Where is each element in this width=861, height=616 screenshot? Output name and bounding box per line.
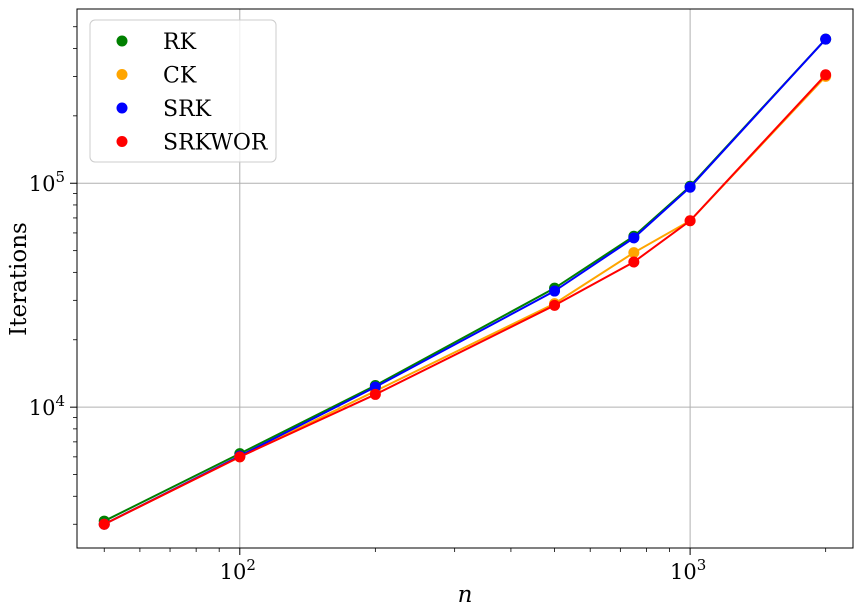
plot-series bbox=[98, 33, 832, 530]
legend-marker-srk bbox=[116, 102, 128, 114]
axis-ticks: 102 103 104 105 bbox=[29, 26, 827, 584]
y-axis-label: Iterations bbox=[6, 222, 32, 336]
legend-box bbox=[89, 19, 277, 163]
data-point-srkwor bbox=[234, 451, 246, 463]
data-point-srkwor bbox=[820, 69, 832, 81]
data-point-srk bbox=[820, 33, 832, 45]
y-tick-label: 105 bbox=[29, 168, 65, 196]
legend: RK CK SRK SRKWOR bbox=[89, 19, 277, 163]
legend-label-srkwor: SRKWOR bbox=[163, 131, 269, 156]
plot-frame bbox=[76, 8, 854, 549]
legend-label-ck: CK bbox=[163, 64, 197, 89]
y-tick-label: 104 bbox=[29, 392, 65, 420]
legend-marker-rk bbox=[116, 35, 128, 47]
x-tick-label: 103 bbox=[670, 556, 706, 584]
data-point-srk bbox=[549, 285, 561, 297]
legend-items: RK CK SRK SRKWOR bbox=[116, 30, 269, 156]
data-point-srkwor bbox=[628, 256, 640, 268]
x-tick-label: 102 bbox=[220, 556, 256, 584]
data-point-srkwor bbox=[369, 388, 381, 400]
data-point-srkwor bbox=[549, 299, 561, 311]
data-point-srk bbox=[628, 232, 640, 244]
data-point-srkwor bbox=[684, 215, 696, 227]
series-srkwor bbox=[98, 69, 832, 530]
legend-marker-ck bbox=[116, 69, 128, 80]
legend-label-srk: SRK bbox=[163, 97, 212, 122]
x-axis-label: n bbox=[458, 582, 473, 608]
data-point-srkwor bbox=[98, 518, 110, 530]
legend-label-rk: RK bbox=[163, 30, 197, 55]
legend-marker-srkwor bbox=[116, 136, 128, 147]
data-point-srk bbox=[684, 181, 696, 193]
data-point-ck bbox=[628, 247, 640, 259]
